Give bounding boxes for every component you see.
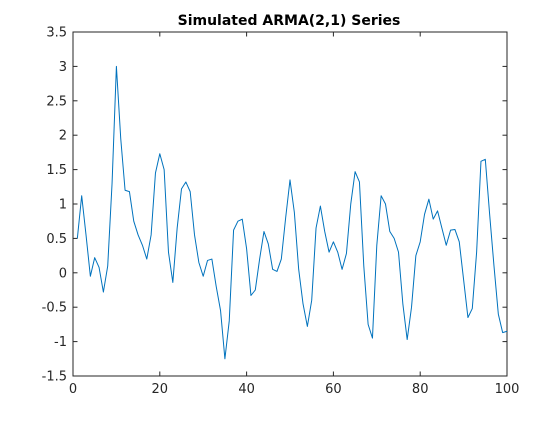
- plot-area-frame: [72, 31, 508, 377]
- y-tick-labels: -1.5 -1 -0.5 0 0.5 1 1.5 2 2.5 3 3.5: [42, 26, 67, 385]
- y-tick-label: 3.5: [46, 26, 67, 41]
- x-tick-label: 20: [152, 382, 169, 397]
- x-tick-label: 100: [495, 382, 520, 397]
- x-tick-labels: 0 20 40 60 80 100: [69, 382, 520, 397]
- x-tick-label: 80: [412, 382, 429, 397]
- x-tick-label: 0: [69, 382, 77, 397]
- y-tick-label: 0: [59, 266, 67, 281]
- y-tick-label: 2: [59, 129, 67, 144]
- x-tick-label: 40: [238, 382, 255, 397]
- y-tick-label: 1: [59, 198, 67, 213]
- y-tick-label: 1.5: [46, 163, 67, 178]
- y-tick-label: -1: [54, 335, 67, 350]
- y-tick-label: 2.5: [46, 94, 67, 109]
- y-tick-label: -0.5: [42, 301, 67, 316]
- chart-title: Simulated ARMA(2,1) Series: [178, 13, 401, 29]
- y-tick-label: 0.5: [46, 232, 67, 247]
- axes: [72, 31, 508, 377]
- series-line-0: [76, 65, 508, 360]
- series-group: [76, 65, 508, 360]
- y-tick-label: 3: [59, 60, 67, 75]
- tick-marks: [72, 31, 508, 377]
- y-tick-label: -1.5: [42, 370, 67, 385]
- x-tick-label: 60: [325, 382, 342, 397]
